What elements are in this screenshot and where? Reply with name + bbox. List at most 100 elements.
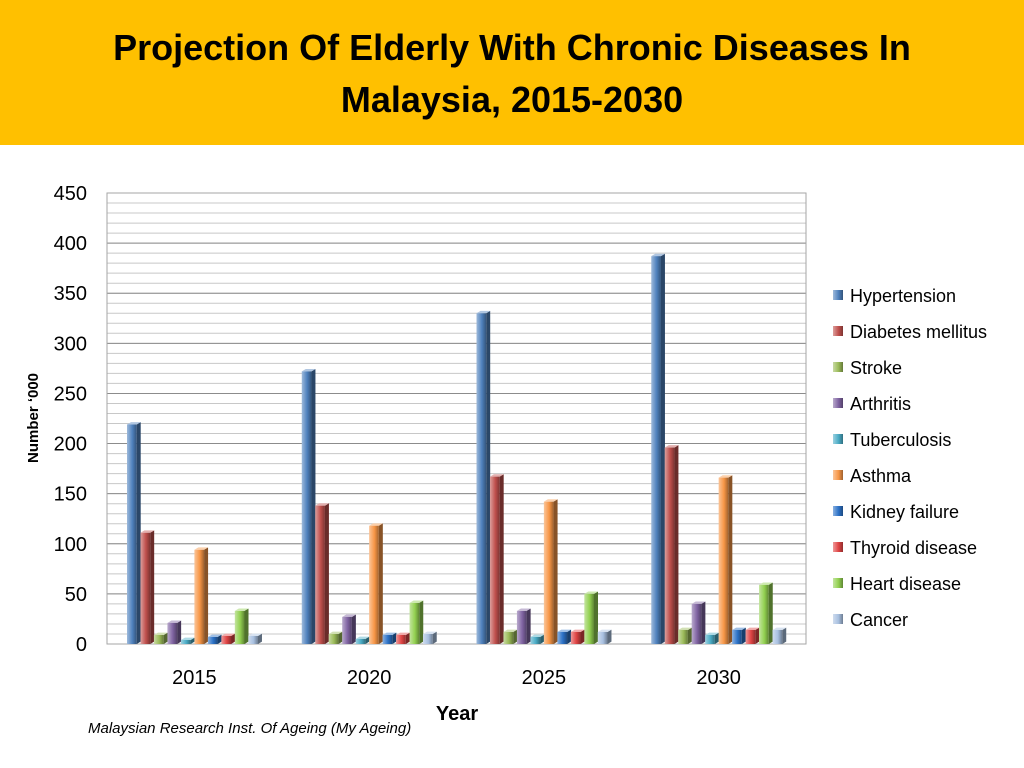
bar-side	[324, 503, 329, 644]
bar	[516, 610, 527, 644]
bar	[718, 477, 729, 644]
bar-diabetes-mellitus-2025	[489, 474, 504, 644]
legend-swatch	[833, 614, 843, 624]
legend-label: Arthritis	[850, 394, 911, 414]
bar	[140, 532, 151, 644]
bar	[651, 256, 661, 644]
bar	[489, 476, 500, 644]
bar	[423, 633, 433, 644]
minor-gridlines	[107, 192, 806, 645]
bar-side	[190, 637, 195, 644]
x-axis-label: Year	[436, 703, 478, 720]
bar-top	[597, 629, 612, 632]
bar-side	[755, 627, 760, 644]
bar-arthritis-2020	[342, 614, 356, 644]
bar-asthma-2020	[369, 523, 383, 644]
bar-side	[768, 582, 773, 644]
source-note: Malaysian Research Inst. Of Ageing (My A…	[88, 720, 412, 737]
legend-label: Tuberculosis	[850, 430, 951, 450]
y-tick-label: 350	[54, 283, 87, 305]
bar	[355, 638, 366, 644]
x-tick-label: 2020	[347, 667, 392, 689]
bar-side	[378, 523, 383, 644]
bar	[664, 447, 675, 644]
bar-side	[432, 631, 437, 644]
bar-side	[338, 631, 343, 644]
bar-thyroid-disease-2015	[221, 633, 236, 644]
bar-side	[351, 614, 356, 644]
legend-swatch	[833, 578, 843, 588]
legend-swatch	[833, 470, 843, 480]
bar	[705, 634, 715, 644]
legend-item-hypertension: Hypertension	[833, 286, 956, 306]
bar-side	[526, 608, 531, 644]
bar-side	[728, 475, 733, 644]
bar-top	[503, 629, 518, 632]
bar-cancer-2030	[772, 627, 787, 644]
bar	[759, 584, 769, 644]
bar-tuberculosis-2015	[180, 637, 195, 644]
legend-swatch	[833, 290, 843, 300]
bar-side	[244, 608, 249, 644]
legend-label: Diabetes mellitus	[850, 322, 987, 342]
bar-hypertension-2030	[651, 253, 665, 645]
bar-side	[257, 633, 262, 644]
bar	[153, 634, 164, 644]
x-tick-label: 2015	[172, 667, 217, 689]
bar-top	[678, 627, 692, 630]
bar-top	[167, 620, 182, 623]
bar-top	[651, 253, 665, 257]
bar-diabetes-mellitus-2020	[315, 503, 329, 644]
bar-kidney-failure-2020	[382, 632, 397, 644]
bar-side	[782, 627, 787, 644]
legend-label: Heart disease	[850, 574, 961, 594]
bar-top	[584, 591, 599, 594]
bar-top	[127, 422, 141, 425]
bar-thyroid-disease-2020	[396, 632, 410, 644]
legend-item-tuberculosis: Tuberculosis	[833, 430, 951, 450]
legend-label: Stroke	[850, 358, 902, 378]
bar	[342, 616, 352, 644]
bar-side	[231, 633, 236, 644]
bar-diabetes-mellitus-2030	[664, 445, 679, 644]
bar-side	[674, 445, 679, 644]
bar-tuberculosis-2020	[355, 636, 370, 644]
bar-top	[557, 629, 572, 632]
y-tick-label: 50	[65, 584, 87, 606]
bar-side	[741, 627, 746, 644]
legend-swatch	[833, 434, 843, 444]
bar-side	[311, 368, 316, 644]
bar-side	[513, 629, 518, 644]
bar-side	[553, 499, 558, 644]
legend-label: Cancer	[850, 610, 908, 630]
legend-item-arthritis: Arthritis	[833, 394, 911, 414]
legend-label: Kidney failure	[850, 502, 959, 522]
bar	[180, 639, 191, 644]
bar-top	[328, 631, 343, 634]
bar-top	[516, 608, 531, 611]
bar-hypertension-2015	[127, 422, 141, 644]
bar-side	[660, 253, 665, 645]
y-tick-label: 450	[54, 183, 87, 205]
bar-top	[221, 633, 236, 636]
legend-item-diabetes-mellitus: Diabetes mellitus	[833, 322, 987, 342]
bar	[396, 634, 406, 644]
bar	[570, 631, 581, 644]
bar-top	[382, 632, 397, 635]
bar-top	[543, 499, 558, 502]
bar-tuberculosis-2025	[530, 634, 545, 644]
bar-chart: 0 50 100 150 200 250 300 350 400 450 2015 2020 2025…	[25, 183, 987, 720]
bar-top	[664, 445, 679, 448]
bar	[382, 634, 393, 644]
bar	[328, 633, 339, 644]
bar	[678, 629, 688, 644]
bar-side	[580, 629, 585, 644]
bar-top	[691, 601, 706, 604]
bar-top	[489, 474, 504, 477]
bar	[745, 629, 756, 644]
legend-swatch	[833, 326, 843, 336]
y-tick-label: 300	[54, 333, 87, 355]
bar-top	[570, 629, 585, 632]
bar-heart-disease-2030	[759, 582, 773, 644]
bar	[530, 636, 541, 644]
